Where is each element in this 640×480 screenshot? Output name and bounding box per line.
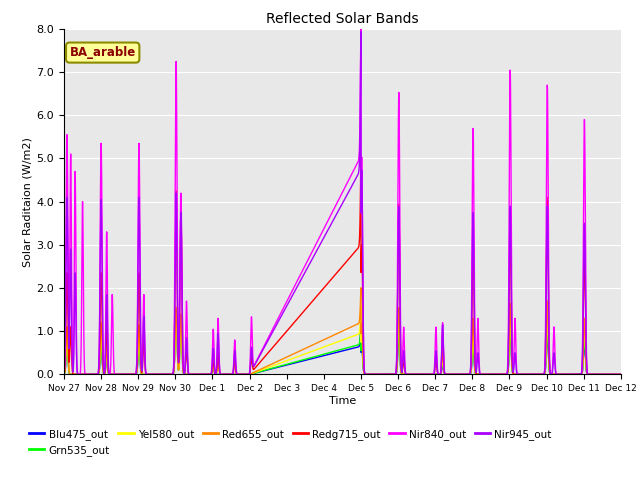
Blu475_out xyxy=(298,358,306,364)
Line: Yel580_out: Yel580_out xyxy=(64,306,621,374)
Nir840_out xyxy=(606,372,614,377)
Nir840_out xyxy=(274,317,282,323)
Red655_out xyxy=(124,372,131,377)
X-axis label: Time: Time xyxy=(329,396,356,406)
Grn535_out xyxy=(617,372,625,377)
Nir945_out xyxy=(157,372,164,377)
Nir945_out xyxy=(60,371,68,376)
Yel580_out xyxy=(60,372,68,377)
Nir945_out xyxy=(357,29,365,35)
Redg715_out xyxy=(157,372,164,377)
Nir840_out xyxy=(617,372,625,377)
Nir945_out xyxy=(617,372,625,377)
Grn535_out xyxy=(60,372,68,377)
Red655_out xyxy=(546,371,554,376)
Y-axis label: Solar Raditaion (W/m2): Solar Raditaion (W/m2) xyxy=(22,137,33,266)
Nir840_out xyxy=(157,372,164,377)
Redg715_out xyxy=(546,370,554,375)
Red655_out xyxy=(298,348,305,353)
Red655_out xyxy=(617,372,625,377)
Yel580_out xyxy=(124,372,131,377)
Blu475_out xyxy=(60,372,68,377)
Redg715_out xyxy=(357,155,365,161)
Nir840_out xyxy=(357,26,365,32)
Nir945_out xyxy=(298,276,305,281)
Red655_out xyxy=(357,285,365,291)
Redg715_out xyxy=(606,372,614,377)
Legend: Blu475_out, Grn535_out, Yel580_out, Red655_out, Redg715_out, Nir840_out, Nir945_: Blu475_out, Grn535_out, Yel580_out, Red6… xyxy=(25,424,556,460)
Grn535_out xyxy=(298,357,306,363)
Grn535_out xyxy=(172,307,180,312)
Redg715_out xyxy=(60,371,68,377)
Title: Reflected Solar Bands: Reflected Solar Bands xyxy=(266,12,419,26)
Grn535_out xyxy=(157,372,164,377)
Blu475_out xyxy=(238,372,246,377)
Blu475_out xyxy=(617,372,625,377)
Red655_out xyxy=(606,372,614,377)
Nir945_out xyxy=(616,372,624,377)
Nir945_out xyxy=(124,372,131,377)
Blu475_out xyxy=(547,371,554,377)
Line: Red655_out: Red655_out xyxy=(64,288,621,374)
Yel580_out xyxy=(243,372,250,377)
Redg715_out xyxy=(617,372,625,377)
Grn535_out xyxy=(238,372,246,377)
Grn535_out xyxy=(274,364,282,370)
Line: Redg715_out: Redg715_out xyxy=(64,158,621,374)
Grn535_out xyxy=(606,372,614,377)
Nir945_out xyxy=(274,320,282,326)
Red655_out xyxy=(157,372,164,377)
Yel580_out xyxy=(617,372,625,377)
Yel580_out xyxy=(606,372,614,377)
Nir840_out xyxy=(124,372,131,377)
Blu475_out xyxy=(274,364,282,370)
Yel580_out xyxy=(547,371,554,377)
Yel580_out xyxy=(274,361,282,367)
Nir840_out xyxy=(298,270,305,276)
Yel580_out xyxy=(357,303,365,309)
Line: Grn535_out: Grn535_out xyxy=(64,310,621,374)
Grn535_out xyxy=(547,371,554,377)
Redg715_out xyxy=(298,311,305,317)
Yel580_out xyxy=(157,372,164,377)
Nir840_out xyxy=(616,372,624,377)
Redg715_out xyxy=(124,372,131,377)
Yel580_out xyxy=(298,352,306,358)
Nir840_out xyxy=(546,368,554,374)
Text: BA_arable: BA_arable xyxy=(70,46,136,59)
Line: Nir840_out: Nir840_out xyxy=(64,29,621,374)
Line: Nir945_out: Nir945_out xyxy=(64,32,621,374)
Nir945_out xyxy=(546,370,554,375)
Grn535_out xyxy=(124,372,131,377)
Nir840_out xyxy=(60,370,68,376)
Blu475_out xyxy=(606,372,614,377)
Red655_out xyxy=(274,359,282,364)
Redg715_out xyxy=(616,372,624,377)
Line: Blu475_out: Blu475_out xyxy=(64,310,621,374)
Nir945_out xyxy=(606,372,614,377)
Blu475_out xyxy=(157,372,164,377)
Red655_out xyxy=(60,371,68,377)
Blu475_out xyxy=(172,307,180,312)
Red655_out xyxy=(616,372,624,377)
Blu475_out xyxy=(124,372,131,377)
Redg715_out xyxy=(274,339,282,345)
